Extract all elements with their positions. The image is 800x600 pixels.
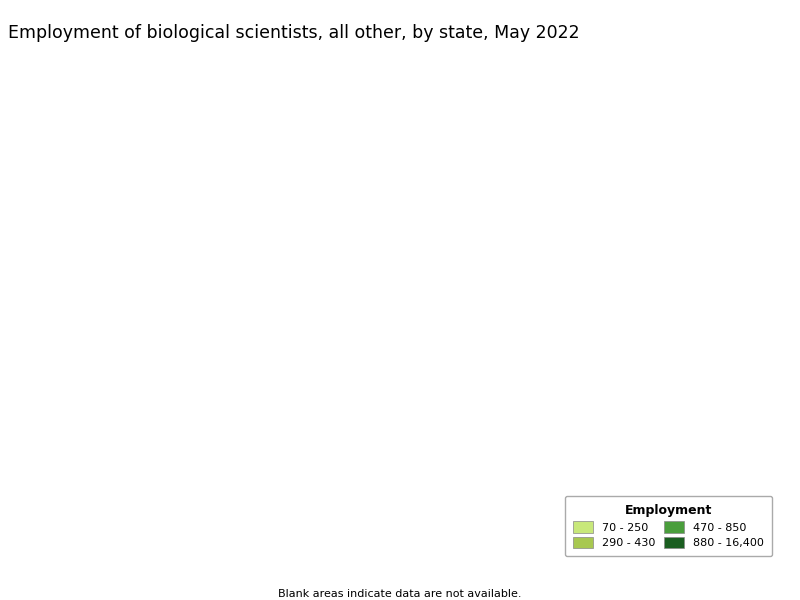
Legend: 70 - 250, 290 - 430, 470 - 850, 880 - 16,400: 70 - 250, 290 - 430, 470 - 850, 880 - 16…: [566, 496, 772, 556]
Text: Blank areas indicate data are not available.: Blank areas indicate data are not availa…: [278, 589, 522, 599]
Text: Employment of biological scientists, all other, by state, May 2022: Employment of biological scientists, all…: [8, 24, 580, 42]
